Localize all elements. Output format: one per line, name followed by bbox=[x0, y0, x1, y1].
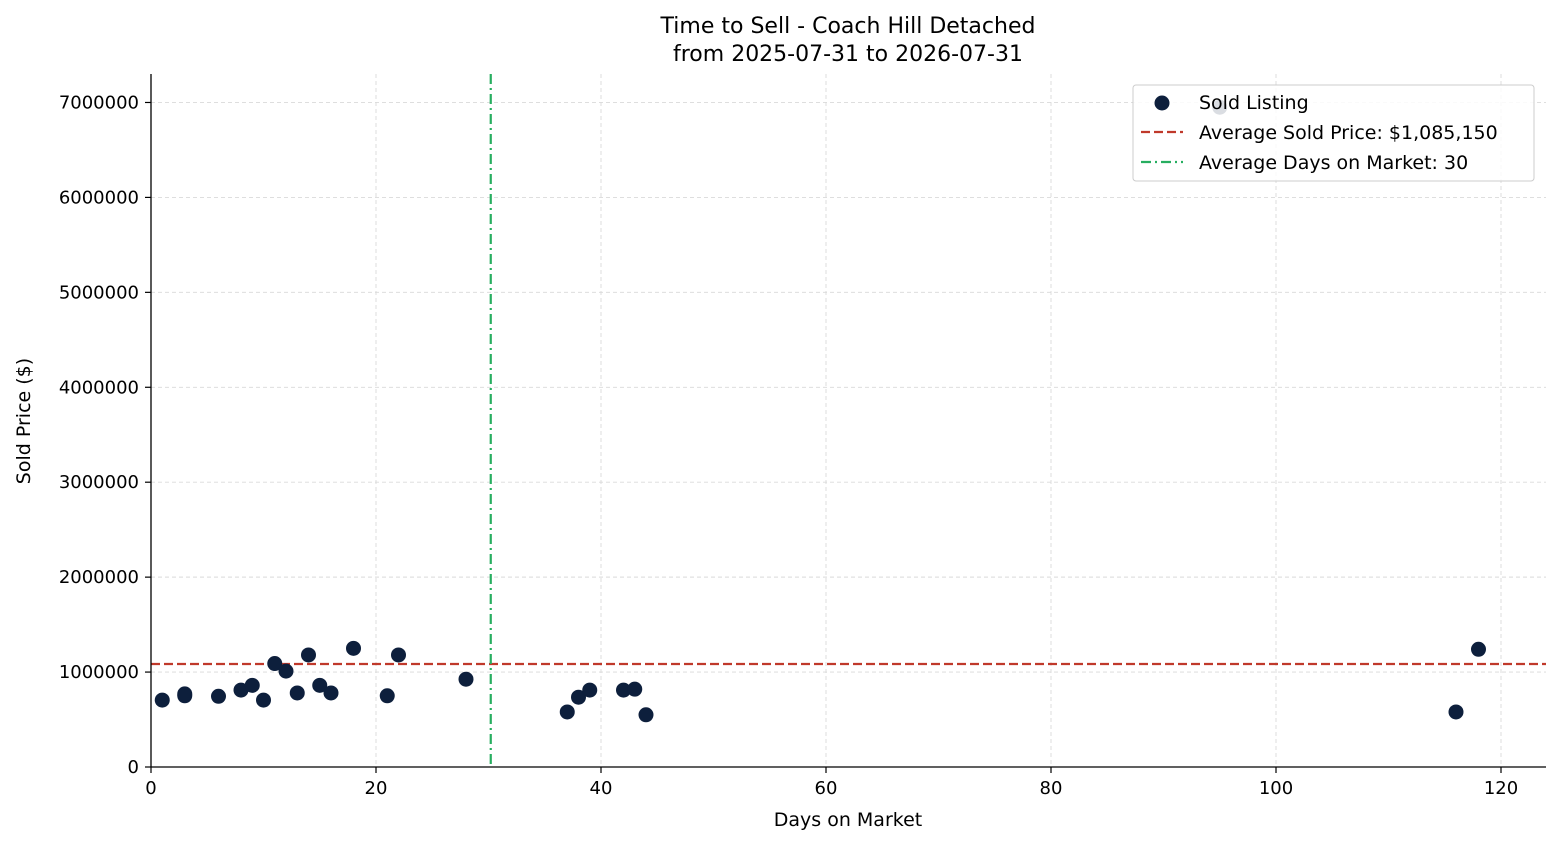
data-point bbox=[323, 685, 339, 701]
data-points bbox=[154, 99, 1486, 723]
data-point bbox=[627, 681, 643, 697]
y-tick-label: 1000000 bbox=[59, 662, 139, 683]
y-tick-label: 4000000 bbox=[59, 377, 139, 398]
data-point bbox=[391, 647, 406, 663]
legend-label-average-price: Average Sold Price: $1,085,150 bbox=[1199, 122, 1498, 144]
grid-lines bbox=[151, 74, 1546, 767]
x-tick-label: 100 bbox=[1259, 778, 1293, 799]
y-tick-label: 6000000 bbox=[59, 187, 139, 208]
data-point bbox=[1471, 641, 1486, 657]
legend-marker-sold-listing bbox=[1154, 95, 1170, 111]
x-tick-label: 40 bbox=[590, 778, 613, 799]
data-point bbox=[233, 682, 249, 698]
y-tick-label: 5000000 bbox=[59, 282, 139, 303]
y-axis-ticks: 0 1000000 2000000 3000000 4000000 5000000 6000… bbox=[59, 92, 151, 778]
data-point bbox=[571, 689, 586, 705]
data-point bbox=[582, 682, 598, 698]
x-tick-label: 80 bbox=[1040, 778, 1063, 799]
data-point bbox=[256, 692, 271, 708]
x-axis-label: Days on Market bbox=[774, 809, 922, 831]
reference-lines bbox=[151, 74, 1546, 767]
data-point bbox=[379, 688, 395, 704]
x-tick-label: 20 bbox=[365, 778, 388, 799]
legend: Sold Listing Average Sold Price: $1,085,… bbox=[1132, 84, 1535, 182]
y-tick-label: 7000000 bbox=[59, 92, 139, 113]
data-point bbox=[301, 647, 316, 663]
x-tick-label: 0 bbox=[145, 778, 156, 799]
data-point bbox=[638, 707, 654, 723]
data-point bbox=[244, 677, 260, 693]
x-axis-ticks: 0 20 40 60 80 100 120 bbox=[145, 767, 1518, 799]
data-point bbox=[267, 656, 283, 672]
x-tick-label: 60 bbox=[815, 778, 838, 799]
data-point bbox=[312, 677, 328, 693]
data-point bbox=[616, 682, 631, 698]
x-tick-label: 120 bbox=[1484, 778, 1518, 799]
y-tick-label: 0 bbox=[128, 757, 139, 778]
data-point bbox=[346, 640, 361, 656]
data-point bbox=[211, 688, 226, 704]
legend-box bbox=[1132, 84, 1535, 182]
data-point bbox=[458, 671, 474, 687]
data-point bbox=[289, 685, 305, 701]
chart-title: Time to Sell - Coach Hill Detached bbox=[660, 14, 1036, 39]
data-point bbox=[154, 692, 170, 708]
chart-subtitle: from 2025-07-31 to 2026-07-31 bbox=[673, 42, 1023, 67]
data-point bbox=[177, 686, 193, 702]
y-tick-label: 2000000 bbox=[59, 567, 139, 588]
y-axis-label: Sold Price ($) bbox=[13, 358, 35, 484]
legend-label-sold-listing: Sold Listing bbox=[1199, 92, 1309, 114]
data-point bbox=[1448, 704, 1464, 720]
y-tick-label: 3000000 bbox=[59, 472, 139, 493]
legend-label-average-days: Average Days on Market: 30 bbox=[1199, 152, 1468, 174]
data-point bbox=[559, 704, 575, 720]
data-point bbox=[278, 663, 294, 679]
